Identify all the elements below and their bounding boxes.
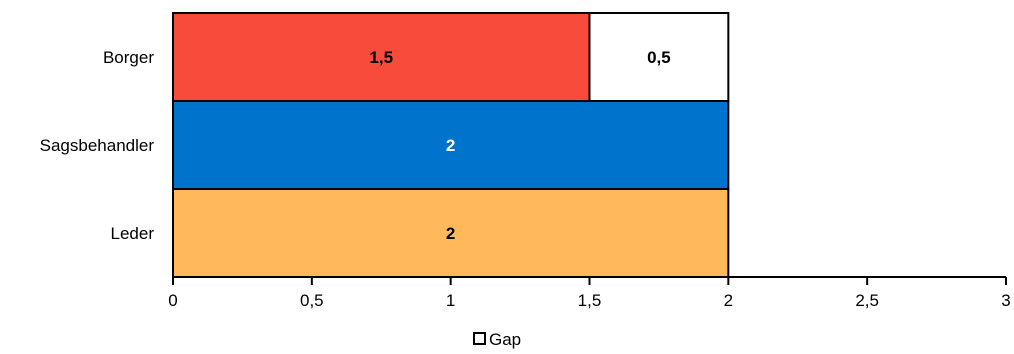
data-label-borger-series-2: 0,5 [647, 48, 671, 67]
x-tick-label: 0 [168, 291, 177, 310]
data-label-leder-series-1: 2 [446, 224, 455, 243]
x-tick-label: 2 [724, 291, 733, 310]
legend: Gap [473, 330, 521, 349]
category-label-sagsbehandler: Sagsbehandler [40, 136, 155, 155]
bar-borger-series-2 [588, 12, 730, 102]
x-tick-label: 1,5 [578, 291, 602, 310]
bar-sagsbehandler-series-1 [172, 100, 730, 190]
x-tick-label: 2,5 [855, 291, 879, 310]
bars-group [172, 12, 730, 278]
category-label-leder: Leder [111, 224, 155, 243]
x-tick-label: 1 [446, 291, 455, 310]
category-labels-group: Borger Sagsbehandler Leder [40, 48, 155, 243]
bar-leder-series-1 [172, 188, 730, 278]
bar-labels-group: 1,5 0,5 2 2 [369, 48, 670, 243]
category-label-borger: Borger [103, 48, 154, 67]
x-tick-label: 0,5 [300, 291, 324, 310]
legend-label-gap: Gap [489, 330, 521, 349]
legend-swatch-gap [473, 332, 486, 345]
x-axis: 0 0,5 1 1,5 2 2,5 3 [168, 276, 1011, 310]
data-label-sagsbehandler-series-1: 2 [446, 136, 455, 155]
data-label-borger-series-1: 1,5 [369, 48, 393, 67]
x-tick-label: 3 [1001, 291, 1010, 310]
bar-borger-series-1 [172, 12, 591, 102]
